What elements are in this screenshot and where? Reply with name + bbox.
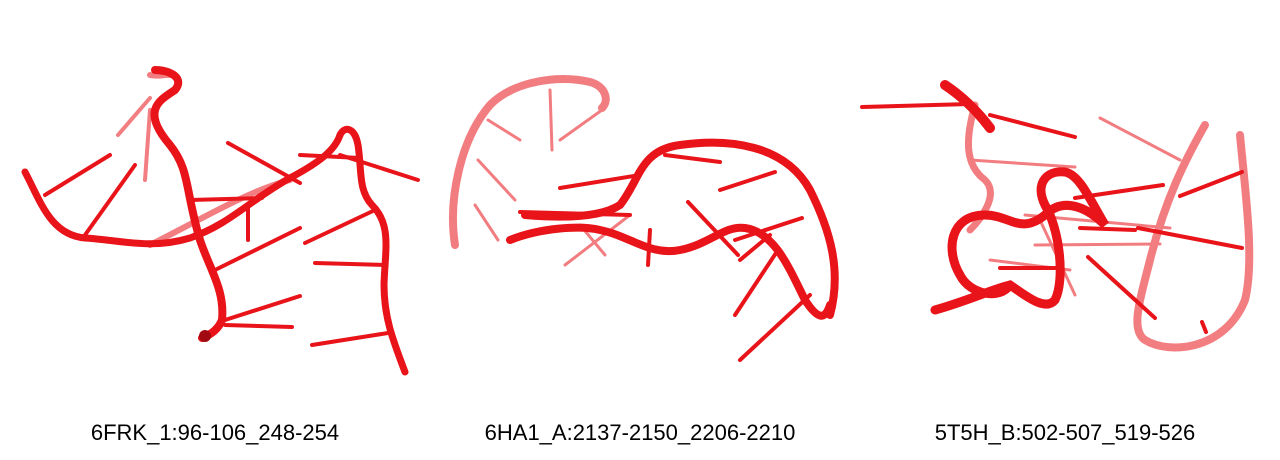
structure-caption-2: 6HA1_A:2137-2150_2206-2210 [484,420,796,445]
structure-caption-1: 6FRK_1:96-106_248-254 [90,420,340,445]
structure-panel-2: 6HA1_A:2137-2150_2206-2210 [430,0,850,460]
structure-panel-3: 5T5H_B:502-507_519-526 [850,0,1280,460]
rna-structure-render-1 [21,66,420,376]
structure-caption-3: 5T5H_B:502-507_519-526 [934,420,1196,445]
rna-structure-render-2 [449,75,839,362]
structure-panel-1: 6FRK_1:96-106_248-254 [0,0,430,460]
rna-structure-render-3 [860,80,1254,352]
